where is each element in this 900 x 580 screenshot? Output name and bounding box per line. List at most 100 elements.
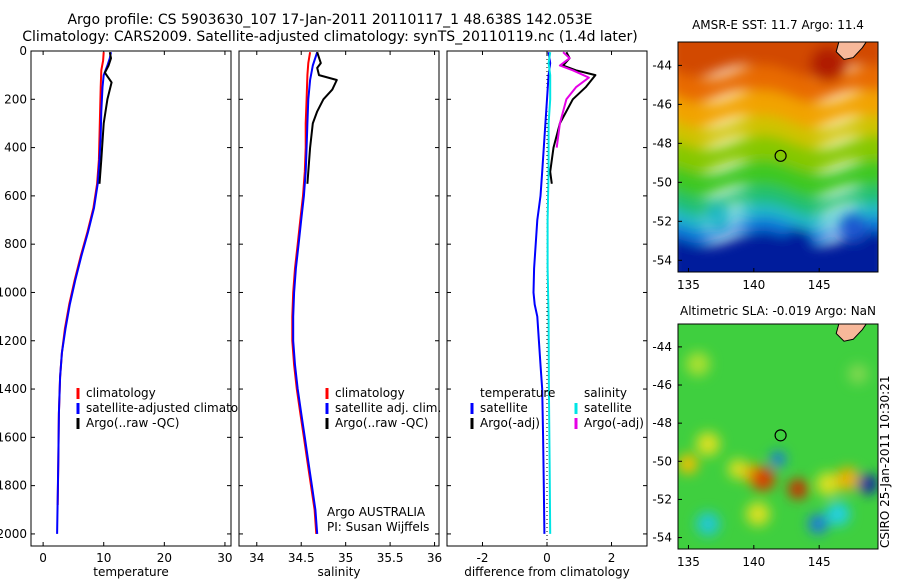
y-tick-label: 2000 xyxy=(0,527,27,541)
y-tick-label: 800 xyxy=(4,237,27,251)
legend-heading: salinity xyxy=(584,386,627,400)
sla-anomaly xyxy=(788,479,808,499)
series-line xyxy=(56,52,112,534)
temperature-profile-frame xyxy=(30,50,232,547)
sst-band xyxy=(678,231,878,272)
legend-label: Argo(-adj) xyxy=(584,416,644,430)
series-line xyxy=(532,52,552,534)
y-tick-label: -50 xyxy=(652,454,672,468)
sla-anomaly xyxy=(808,514,828,534)
series-line xyxy=(306,51,338,184)
x-tick-label: 34 xyxy=(249,551,264,565)
legend-heading: temperature xyxy=(480,386,555,400)
x-tick-label: 145 xyxy=(808,278,831,292)
sst-eddy xyxy=(839,213,867,241)
sst-band xyxy=(678,203,878,231)
series-line xyxy=(555,51,590,148)
sla-anomaly xyxy=(686,352,710,376)
x-tick-label: 135 xyxy=(677,555,700,569)
timestamp-stamp: CSIRO 25-Jan-2011 10:30:21 xyxy=(878,375,892,548)
sla-anomaly xyxy=(678,454,698,474)
y-tick-label: 600 xyxy=(4,189,27,203)
y-tick-label: -44 xyxy=(652,58,672,72)
sst-map-title: AMSR-E SST: 11.7 Argo: 11.4 xyxy=(692,18,864,32)
sla-map-title: Altimetric SLA: -0.019 Argo: NaN xyxy=(679,304,877,318)
coastline xyxy=(835,324,867,342)
sla-anomaly xyxy=(858,474,878,494)
x-tick-label: 34.5 xyxy=(288,551,315,565)
sla-anomaly xyxy=(746,502,770,526)
sla-anomaly xyxy=(816,472,840,496)
x-tick-label: 35.5 xyxy=(377,551,404,565)
x-tick-label: -2 xyxy=(476,551,488,565)
sla-anomaly xyxy=(848,364,868,384)
x-tick-label: 0 xyxy=(39,551,47,565)
sla-anomaly xyxy=(696,512,720,536)
y-tick-label: 1000 xyxy=(0,285,27,299)
legend-label: Argo(..raw -QC) xyxy=(335,416,428,430)
sst-map: -44 -46 -48 -50 -52 -54 135 140 145 xyxy=(652,41,879,292)
y-tick-label: -48 xyxy=(652,136,672,150)
sst-eddy xyxy=(784,228,812,256)
credit-annotation: PI: Susan Wijffels xyxy=(327,520,429,534)
sla-anomaly xyxy=(836,467,860,491)
x-tick-label: 140 xyxy=(742,555,765,569)
x-tick-label: 20 xyxy=(157,551,172,565)
series-line xyxy=(549,51,597,184)
sst-band xyxy=(678,185,878,217)
coastline xyxy=(835,42,867,61)
y-tick-label: -44 xyxy=(652,340,672,354)
legend-label: climatology xyxy=(86,386,156,400)
sla-map: -44 -46 -48 -50 -52 -54 135 140 145 xyxy=(652,323,879,569)
salinity-profile: 34 34.5 35 35.5 36 salinity climatologysatelli… xyxy=(238,50,442,579)
sla-anomaly xyxy=(751,467,775,491)
y-tick-label: 1600 xyxy=(0,430,27,444)
x-tick-label: 30 xyxy=(217,551,232,565)
sst-band xyxy=(678,115,878,149)
sst-color-field xyxy=(678,42,878,272)
legend-label: satellite xyxy=(480,401,528,415)
x-tick-label: 2 xyxy=(608,551,616,565)
y-tick-label: 400 xyxy=(4,141,27,155)
sst-eddy xyxy=(810,46,846,82)
argo-location-marker xyxy=(774,429,787,442)
sla-anomaly xyxy=(696,432,720,456)
legend-label: satellite-adjusted climatolog xyxy=(86,401,256,415)
sst-band xyxy=(678,135,878,174)
x-tick-label: 10 xyxy=(96,551,111,565)
y-tick-label: -46 xyxy=(652,97,672,111)
x-tick-label: 135 xyxy=(677,278,700,292)
sla-anomaly xyxy=(826,502,850,526)
salinity-profile-frame xyxy=(238,50,440,547)
legend-label: satellite xyxy=(584,401,632,415)
x-axis-label: temperature xyxy=(93,565,168,579)
x-tick-label: 0 xyxy=(543,551,551,565)
legend-label: satellite adj. clim. xyxy=(335,401,441,415)
sst-band xyxy=(678,90,878,129)
figure-title-line1: Argo profile: CS 5903630_107 17-Jan-2011… xyxy=(67,12,593,28)
x-tick-label: 36 xyxy=(427,551,442,565)
sla-anomaly xyxy=(770,451,786,467)
y-tick-label: -54 xyxy=(652,531,672,545)
y-tick-label: 1400 xyxy=(0,382,27,396)
series-line xyxy=(98,52,113,184)
temperature-profile: 0 200 400 600 800 1000 1200 1400 1600 1800 2000 0 10… xyxy=(0,44,256,579)
sla-map-frame xyxy=(677,323,879,550)
y-tick-label: 200 xyxy=(4,92,27,106)
y-tick-label: -52 xyxy=(652,214,672,228)
argo-location-marker xyxy=(774,149,787,162)
figure-title-line2: Climatology: CARS2009. Satellite-adjuste… xyxy=(22,29,638,45)
y-tick-label: -46 xyxy=(652,378,672,392)
legend-label: Argo(..raw -QC) xyxy=(86,416,179,430)
sst-band xyxy=(678,160,878,199)
sla-map-field xyxy=(678,324,878,549)
x-axis-label: difference from climatology xyxy=(464,565,630,579)
series-line xyxy=(546,52,552,534)
sla-color-field xyxy=(678,352,878,536)
y-tick-label: -48 xyxy=(652,416,672,430)
y-tick-label: 1200 xyxy=(0,334,27,348)
credit-annotation: Argo AUSTRALIA xyxy=(327,505,426,519)
sst-band xyxy=(678,217,878,245)
